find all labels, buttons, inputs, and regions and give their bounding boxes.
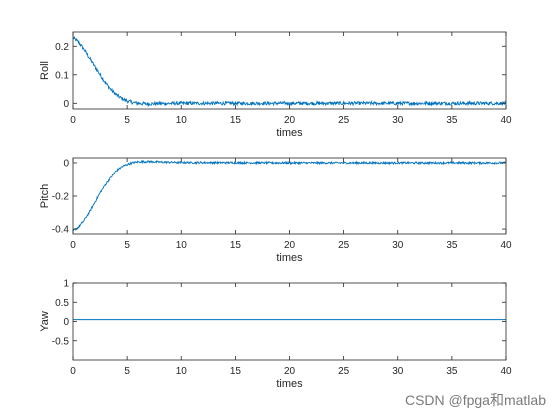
x-tick-label: 35 [446,240,458,251]
x-tick-label: 30 [392,240,404,251]
y-tick-label: -0.5 [52,336,70,347]
x-tick-label: 20 [284,240,296,251]
x-tick-label: 0 [70,366,76,377]
x-tick-label: 5 [124,366,130,377]
x-tick-label: 40 [500,115,512,126]
x-tick-label: 15 [230,240,242,251]
roll-y-axis-label: Roll [39,61,51,80]
x-tick-label: 35 [446,366,458,377]
pitch-y-axis-label: Pitch [39,184,51,208]
roll-axes-box [72,31,507,110]
pitch-x-axis-label: times [276,252,303,264]
x-tick-label: 40 [500,240,512,251]
x-tick-label: 15 [230,366,242,377]
pitch-series-line [73,159,506,232]
x-tick-label: 10 [176,115,188,126]
x-tick-label: 0 [70,115,76,126]
roll-series-line [73,36,506,108]
y-tick-label: 0.2 [55,42,69,53]
yaw-x-axis-label: times [276,378,303,390]
x-tick-label: 25 [338,366,350,377]
subplot-pitch: 0 5 10 15 20 25 30 35 40 -0.4 -0.2 0 times Pitch [39,157,512,264]
x-tick-label: 25 [338,240,350,251]
x-tick-label: 20 [284,366,296,377]
yaw-y-axis-label: Yaw [39,311,51,332]
y-tick-label: 0 [63,317,69,328]
y-tick-label: 1 [63,279,69,290]
x-tick-label: 40 [500,366,512,377]
x-tick-label: 10 [176,240,188,251]
x-tick-label: 20 [284,115,296,126]
subplot-yaw: 0 5 10 15 20 25 30 35 40 -0.5 0 0.5 1 times Yaw [39,279,512,391]
y-tick-label: 0.5 [55,298,69,309]
y-tick-label: 0.1 [55,70,69,81]
x-tick-label: 5 [124,240,130,251]
x-tick-label: 10 [176,366,188,377]
watermark: CSDN @fpga和matlab [404,392,546,408]
x-tick-label: 35 [446,115,458,126]
x-tick-label: 5 [124,115,130,126]
x-tick-label: 30 [392,366,404,377]
roll-x-axis-label: times [276,127,303,139]
y-tick-label: 0 [63,158,69,169]
y-tick-label: -0.4 [52,225,70,236]
yaw-axes-box [72,282,507,361]
y-tick-label: -0.2 [52,192,70,203]
x-tick-label: 30 [392,115,404,126]
x-tick-label: 0 [70,240,76,251]
y-tick-label: 0 [63,99,69,110]
x-tick-label: 25 [338,115,350,126]
subplot-roll: 0 5 10 15 20 25 30 35 40 0 0.1 0.2 times Roll [39,31,512,139]
x-tick-label: 15 [230,115,242,126]
pitch-axes-box [72,157,507,235]
